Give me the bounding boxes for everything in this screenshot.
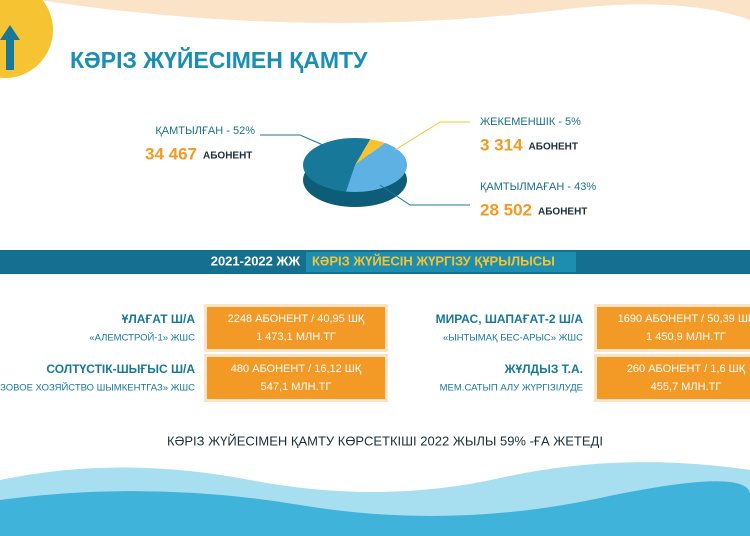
project-detail: 1690 АБОНЕНТ / 50,39 ШҚ (618, 313, 750, 325)
subscriber-count: 28 502 (480, 200, 532, 219)
project-detail: 1 473,1 МЛН.ТГ (256, 331, 336, 343)
banner-highlight (306, 252, 576, 272)
pie-slice (345, 142, 408, 192)
project-detail: 2248 АБОНЕНТ / 40,95 ШҚ (228, 313, 365, 325)
project-name: ЖҰЛДЫЗ Т.А. (504, 362, 583, 376)
leader (260, 134, 331, 149)
project-detail: 1 450,9 МЛН.ТГ (646, 331, 726, 343)
banner-years: 2021-2022 ЖЖ (211, 253, 301, 268)
banner-text: КӘРІЗ ЖҮЙЕСІН ЖҮРГІЗУ ҚҰРЫЛЫСЫ (312, 253, 555, 268)
pie-slice (303, 138, 371, 192)
unit: АБОНЕНТ (529, 142, 578, 153)
leader (394, 121, 470, 151)
bottom-wave (0, 481, 750, 536)
project-contractor: «ЫНТЫМАҚ БЕС-АРЫС» ЖШС (443, 333, 583, 344)
project-contractor: МЕМ.САТЫП АЛУ ЖҮРГІЗІЛУДЕ (440, 383, 583, 394)
project-detail: 547,1 МЛН.ТГ (261, 381, 332, 393)
project-box (207, 307, 385, 349)
project-detail: 260 АБОНЕНТ / 1,6 ШҚ (627, 363, 746, 375)
project-name: ҰЛАҒАТ Ш/А (122, 312, 196, 326)
project-detail: 455,7 МЛН.ТГ (651, 381, 722, 393)
project-box (597, 307, 750, 349)
subscriber-count: 3 314 (480, 135, 523, 154)
corner-arrow (0, 25, 20, 70)
slice-label: ЖЕКЕМЕНШІК - 5% (480, 116, 581, 128)
leader (379, 184, 470, 206)
project-name: СОЛТҮСТІК-ШЫҒЫС Ш/А (46, 362, 195, 376)
slice-label: ҚАМТЫЛМАҒАН - 43% (480, 181, 596, 193)
project-box (597, 357, 750, 399)
unit: АБОНЕНТ (203, 151, 252, 162)
slice-label: ҚАМТЫЛҒАН - 52% (155, 125, 255, 137)
project-contractor: «АЛЕМСТРОЙ-1» ЖШС (89, 332, 195, 344)
project-box (207, 357, 385, 399)
project-detail: 480 АБОНЕНТ / 16,12 ШҚ (231, 363, 362, 375)
project-name: МИРАС, ШАПАҒАТ-2 Ш/А (436, 312, 584, 326)
pie-slice (355, 139, 385, 165)
pie (303, 138, 408, 207)
unit: АБОНЕНТ (538, 207, 587, 218)
project-contractor: «ГАЗОВОЕ ХОЗЯЙСТВО ШЫМКЕНТГАЗ» ЖШС (0, 382, 195, 394)
footer: КӘРІЗ ЖҮЙЕСІМЕН ҚАМТУ КӨРСЕТКІШІ 2022 ЖЫ… (167, 433, 603, 448)
top-wave (40, 0, 750, 23)
subscriber-count: 34 467 (145, 144, 197, 163)
title: КӘРІЗ ЖҮЙЕСІМЕН ҚАМТУ (70, 46, 368, 73)
